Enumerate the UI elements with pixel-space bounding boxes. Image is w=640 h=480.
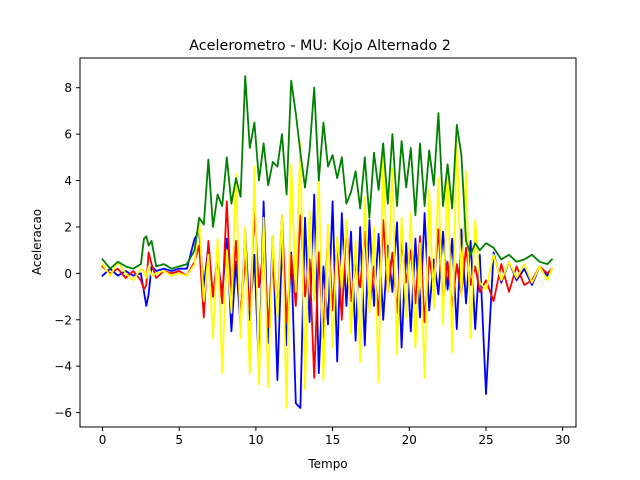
y-tick-label: −2 [54, 313, 72, 327]
y-tick-label: 8 [64, 81, 72, 95]
chart-title: Acelerometro - MU: Kojo Alternado 2 [189, 38, 451, 54]
y-tick-label: −6 [54, 406, 72, 420]
y-tick-label: 2 [64, 220, 72, 234]
plot-area [101, 75, 554, 409]
axes-frame [79, 57, 577, 428]
y-axis-label: Aceleracao [30, 209, 44, 275]
series-line-4 [101, 75, 554, 270]
x-tick-label: 25 [478, 433, 493, 447]
x-tick-label: 15 [325, 433, 340, 447]
axes: 0 5 10 15 20 25 30 −6 −4 −2 0 2 4 6 8 [54, 57, 577, 447]
x-axis-label: Tempo [307, 457, 347, 471]
series-group [101, 75, 554, 409]
y-tick-label: −4 [54, 360, 72, 374]
y-tick-label: 6 [64, 128, 72, 142]
series-line-3 [101, 135, 554, 409]
x-tick-label: 10 [248, 433, 263, 447]
x-tick-label: 30 [555, 433, 570, 447]
x-tick-label: 0 [99, 433, 107, 447]
y-tick-label: 4 [64, 174, 72, 188]
x-tick-label: 5 [175, 433, 183, 447]
y-tick-label: 0 [64, 267, 72, 281]
x-tick-label: 20 [402, 433, 417, 447]
